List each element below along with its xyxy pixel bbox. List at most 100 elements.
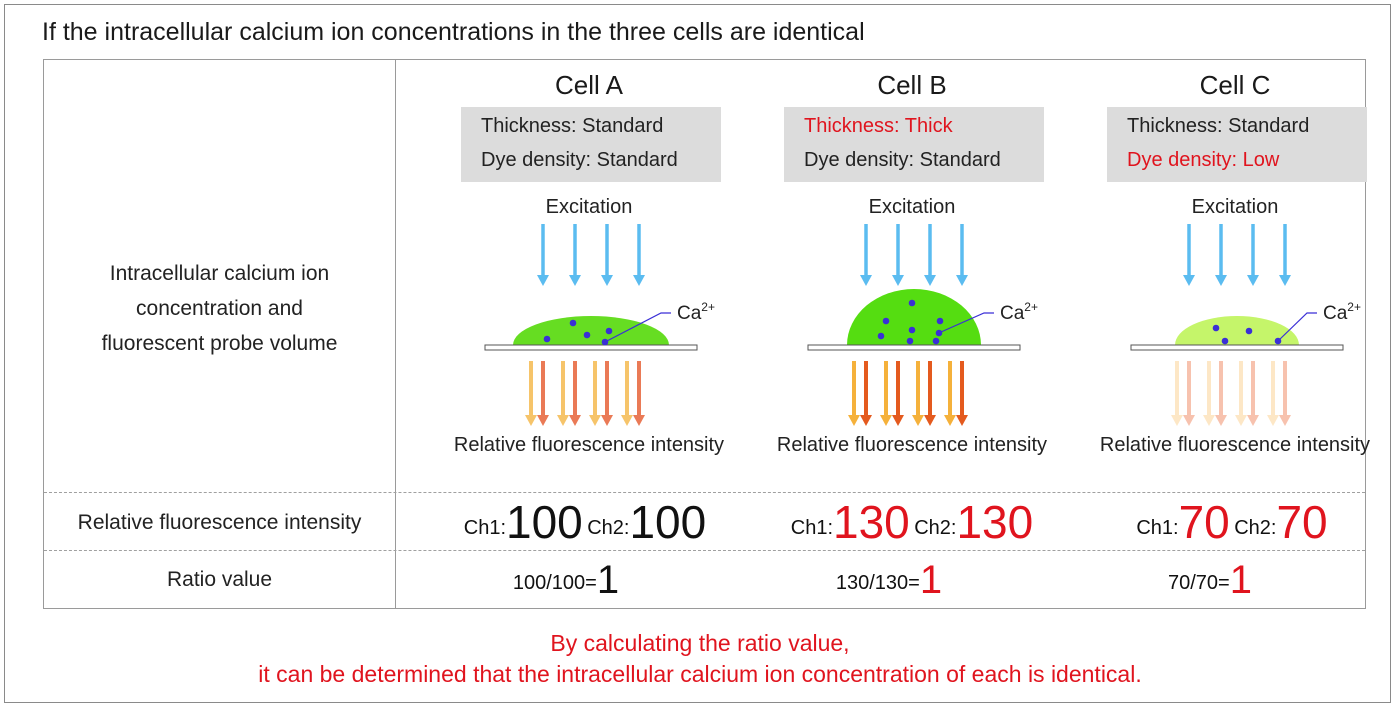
calcium-ion-dot bbox=[908, 326, 916, 334]
glass-slide bbox=[484, 344, 698, 351]
intensity-values-cell-a: Ch1:100 Ch2:100 bbox=[420, 495, 750, 549]
fluorescence-arrow-ch2-head bbox=[1247, 415, 1259, 426]
fluorescence-arrow-ch2-head bbox=[860, 415, 872, 426]
fluorescence-arrow-ch1-head bbox=[1171, 415, 1183, 426]
cell-illustration: Ca2+ bbox=[484, 224, 715, 426]
figure-frame bbox=[4, 4, 1391, 703]
comparison-table: Intracellular calcium ion concentration … bbox=[43, 59, 1370, 609]
ch2-value: 130 bbox=[956, 496, 1034, 548]
cell-a-column: Cell A Thickness: Standard Dye density: … bbox=[429, 60, 749, 550]
conclusion-text: By calculating the ratio value, it can b… bbox=[0, 628, 1400, 690]
fluorescence-arrow-ch2-head bbox=[956, 415, 968, 426]
calcium-ion-dot bbox=[906, 337, 914, 345]
excitation-label: Excitation bbox=[1191, 196, 1279, 218]
fluorescence-arrow-ch1-head bbox=[589, 415, 601, 426]
intensity-values-cell-b: Ch1:130 Ch2:130 bbox=[747, 495, 1077, 549]
row-divider bbox=[44, 550, 1365, 551]
ch1-label: Ch1: bbox=[790, 517, 834, 539]
thickness-text: Thickness: Standard bbox=[481, 115, 664, 137]
calcium-ion-dot bbox=[605, 327, 613, 335]
calcium-ion-dot bbox=[908, 299, 916, 307]
figure-title: If the intracellular calcium ion concent… bbox=[42, 18, 865, 46]
calcium-ion-dot bbox=[936, 317, 944, 325]
cell-illustration: Ca2+ bbox=[1130, 224, 1361, 426]
ch2-label: Ch2: bbox=[914, 517, 957, 539]
row-divider bbox=[44, 492, 1365, 493]
thickness-text: Thickness: Standard bbox=[1127, 115, 1310, 137]
row-label-line: concentration and bbox=[136, 297, 303, 320]
fluorescence-arrow-ch2-head bbox=[537, 415, 549, 426]
calcium-ion-label: Ca2+ bbox=[1000, 300, 1038, 324]
cell-name: Cell A bbox=[555, 70, 623, 100]
calcium-ion-dot bbox=[1221, 337, 1229, 345]
ch1-value: 130 bbox=[833, 496, 910, 548]
row-label-concentration: Intracellular calcium ion concentration … bbox=[44, 256, 395, 361]
fluorescence-arrow-ch1-head bbox=[848, 415, 860, 426]
cell-illustration: Ca2+ bbox=[807, 224, 1038, 426]
calcium-ion-dot bbox=[583, 331, 591, 339]
ch2-label: Ch2: bbox=[1234, 517, 1277, 539]
dye-density-text: Dye density: Standard bbox=[804, 149, 1001, 171]
fluorescence-label: Relative fluorescence intensity bbox=[1099, 434, 1371, 456]
ch1-label: Ch1: bbox=[1136, 517, 1179, 539]
column-divider bbox=[395, 60, 396, 608]
thickness-text: Thickness: Thick bbox=[804, 115, 953, 137]
fluorescence-arrow-ch2-head bbox=[569, 415, 581, 426]
calcium-ion-dot bbox=[877, 332, 885, 340]
fluorescence-arrow-ch2-head bbox=[1215, 415, 1227, 426]
excitation-arrow-head bbox=[1279, 275, 1291, 286]
calcium-ion-label: Ca2+ bbox=[1323, 300, 1361, 324]
ch2-value: 70 bbox=[1276, 496, 1328, 548]
excitation-arrow-head bbox=[956, 275, 968, 286]
fluorescence-arrow-ch1-head bbox=[1235, 415, 1247, 426]
calcium-ion-dot bbox=[1212, 324, 1220, 332]
ratio-cell-a: 100/100=1 bbox=[401, 558, 731, 603]
cell-name: Cell C bbox=[1199, 70, 1271, 100]
ch1-value: 100 bbox=[506, 496, 583, 548]
excitation-arrow-head bbox=[601, 275, 613, 286]
calcium-ion-label: Ca2+ bbox=[677, 300, 715, 324]
callout-line bbox=[604, 312, 671, 343]
excitation-arrow-head bbox=[1183, 275, 1195, 286]
cell-dome bbox=[847, 289, 981, 345]
fluorescence-arrow-ch1-head bbox=[621, 415, 633, 426]
excitation-arrow-head bbox=[569, 275, 581, 286]
excitation-arrow-head bbox=[860, 275, 872, 286]
glass-slide bbox=[807, 344, 1021, 351]
row-label-intensity: Relative fluorescence intensity bbox=[77, 511, 362, 534]
callout-line bbox=[940, 312, 994, 333]
excitation-arrow-head bbox=[924, 275, 936, 286]
cell-properties-box: Thickness: Standard Dye density: Standar… bbox=[461, 107, 721, 182]
ratio-expression: 70/70= bbox=[1168, 572, 1230, 594]
fluorescence-arrow-ch2-head bbox=[1183, 415, 1195, 426]
ratio-result: 1 bbox=[919, 558, 943, 602]
excitation-label: Excitation bbox=[545, 196, 633, 218]
ch2-label: Ch2: bbox=[587, 517, 630, 539]
ratio-expression: 130/130= bbox=[835, 572, 920, 594]
ch1-label: Ch1: bbox=[463, 517, 507, 539]
conclusion-line: it can be determined that the intracellu… bbox=[258, 661, 1142, 687]
cell-dome bbox=[1175, 316, 1299, 345]
row-label-ratio: Ratio value bbox=[166, 568, 273, 591]
calcium-ion-dot bbox=[935, 329, 943, 337]
calcium-ion-dot bbox=[543, 335, 551, 343]
excitation-arrow-head bbox=[633, 275, 645, 286]
excitation-arrow-head bbox=[1247, 275, 1259, 286]
cell-name: Cell B bbox=[877, 70, 947, 100]
cell-dome bbox=[513, 316, 669, 345]
calcium-ion-dot bbox=[932, 337, 940, 345]
fluorescence-arrow-ch2-head bbox=[633, 415, 645, 426]
fluorescence-label: Relative fluorescence intensity bbox=[776, 434, 1048, 456]
dye-density-text: Dye density: Standard bbox=[481, 149, 678, 171]
cell-b-column: Cell B Thickness: Thick Dye density: Sta… bbox=[752, 60, 1072, 550]
ratio-cell-c: 70/70=1 bbox=[1045, 558, 1375, 603]
fluorescence-arrow-ch2-head bbox=[601, 415, 613, 426]
fluorescence-label: Relative fluorescence intensity bbox=[453, 434, 725, 456]
cell-properties-box: Thickness: Standard Dye density: Low bbox=[1107, 107, 1367, 182]
fluorescence-arrow-ch2-head bbox=[924, 415, 936, 426]
fluorescence-arrow-ch2-head bbox=[1279, 415, 1291, 426]
fluorescence-arrow-ch1-head bbox=[912, 415, 924, 426]
excitation-label: Excitation bbox=[868, 196, 956, 218]
cell-c-column: Cell C Thickness: Standard Dye density: … bbox=[1075, 60, 1395, 550]
fluorescence-arrow-ch1-head bbox=[1203, 415, 1215, 426]
